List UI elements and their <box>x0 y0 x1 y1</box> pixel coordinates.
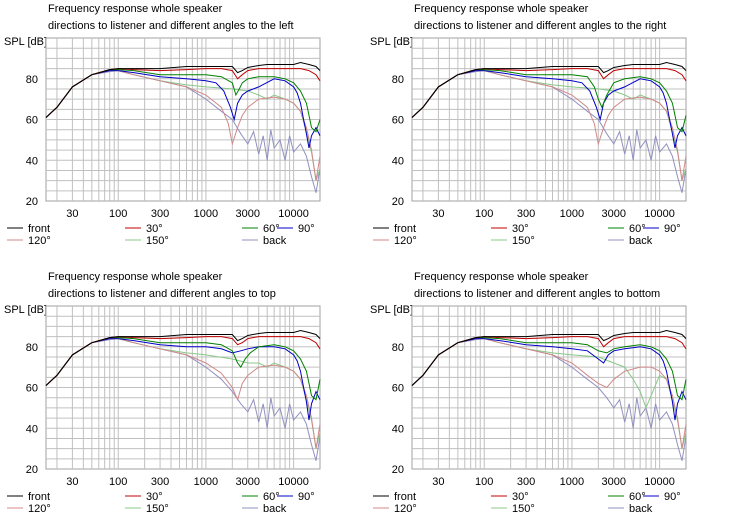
x-tick-label: 30 <box>432 208 444 220</box>
y-tick-label: 60 <box>26 383 38 395</box>
y-tick-label: 40 <box>26 423 38 435</box>
chart-panel-top: Frequency response whole speaker directi… <box>0 268 366 530</box>
chart-plot: 20 40 60 80 30 100 300 1000 3000 10000 front 30° 60°… <box>7 37 321 247</box>
chart-subtitle: directions to listener and different ang… <box>48 288 276 300</box>
chart-panel-right: Frequency response whole speaker directi… <box>366 0 731 262</box>
legend-label-30-deg: 30° <box>512 223 529 235</box>
legend-label-150-deg: 150° <box>512 235 535 247</box>
x-tick-label: 1000 <box>560 208 584 220</box>
series-line-front <box>45 329 321 386</box>
series-line-90-deg <box>411 338 687 421</box>
x-tick-label: 100 <box>475 476 493 488</box>
legend-label-120-deg: 120° <box>28 503 51 515</box>
y-tick-label: 40 <box>392 155 404 167</box>
chart-plot: 20 40 60 80 30 100 300 1000 3000 10000 front 30° 60°… <box>373 37 687 247</box>
chart-title: Frequency response whole speaker <box>48 3 223 15</box>
y-tick-label: 20 <box>392 196 404 208</box>
chart-subtitle: directions to listener and different ang… <box>414 288 661 300</box>
y-tick-label: 20 <box>26 464 38 476</box>
legend-label-90-deg: 90° <box>664 223 681 235</box>
chart-panel-bottom: Frequency response whole speaker directi… <box>366 268 731 530</box>
x-tick-label: 300 <box>151 476 169 488</box>
y-tick-label: 60 <box>392 383 404 395</box>
x-tick-label: 1000 <box>560 476 584 488</box>
y-tick-label: 20 <box>26 196 38 208</box>
x-tick-label: 300 <box>151 208 169 220</box>
x-tick-label: 100 <box>475 208 493 220</box>
series-line-front <box>45 61 321 118</box>
x-tick-label: 3000 <box>602 208 626 220</box>
x-tick-label: 10000 <box>278 208 309 220</box>
legend-label-150-deg: 150° <box>512 503 535 515</box>
legend-label-60-deg: 60° <box>629 491 646 503</box>
x-tick-label: 10000 <box>278 476 309 488</box>
chart-title: Frequency response whole speaker <box>414 3 589 15</box>
series-line-90-deg <box>45 338 321 421</box>
y-axis-label: SPL [dB] <box>370 36 414 48</box>
x-tick-label: 100 <box>109 476 127 488</box>
y-axis-label: SPL [dB] <box>370 304 414 316</box>
series-line-front <box>411 61 687 118</box>
y-tick-label: 60 <box>26 115 38 127</box>
y-tick-label: 60 <box>392 115 404 127</box>
legend-label-90-deg: 90° <box>298 491 315 503</box>
chart-subtitle: directions to listener and different ang… <box>48 20 294 32</box>
legend-label-120-deg: 120° <box>394 235 417 247</box>
chart-plot: 20 40 60 80 30 100 300 1000 3000 10000 front 30° 60°… <box>7 305 321 515</box>
x-tick-label: 30 <box>66 208 78 220</box>
x-tick-label: 3000 <box>236 476 260 488</box>
x-tick-label: 100 <box>109 208 127 220</box>
legend-label-front: front <box>28 491 50 503</box>
x-tick-label: 300 <box>517 208 535 220</box>
legend-label-back: back <box>263 235 287 247</box>
legend-label-120-deg: 120° <box>28 235 51 247</box>
x-tick-label: 10000 <box>644 476 675 488</box>
legend-label-back: back <box>263 503 287 515</box>
y-tick-label: 40 <box>26 155 38 167</box>
legend-label-30-deg: 30° <box>146 223 163 235</box>
legend-label-front: front <box>28 223 50 235</box>
legend-label-front: front <box>394 491 416 503</box>
legend-label-60-deg: 60° <box>629 223 646 235</box>
y-axis-label: SPL [dB] <box>4 304 48 316</box>
y-tick-label: 80 <box>26 74 38 86</box>
x-tick-label: 3000 <box>236 208 260 220</box>
y-axis-label: SPL [dB] <box>4 36 48 48</box>
series-line-front <box>411 329 687 386</box>
chart-title: Frequency response whole speaker <box>414 271 589 283</box>
legend-label-90-deg: 90° <box>664 491 681 503</box>
chart-title: Frequency response whole speaker <box>48 271 223 283</box>
legend-label-90-deg: 90° <box>298 223 315 235</box>
y-tick-label: 20 <box>392 464 404 476</box>
series-line-90-deg <box>45 70 321 149</box>
y-tick-label: 80 <box>26 342 38 354</box>
legend-label-150-deg: 150° <box>146 503 169 515</box>
x-tick-label: 30 <box>66 476 78 488</box>
legend-label-30-deg: 30° <box>146 491 163 503</box>
x-tick-label: 1000 <box>194 208 218 220</box>
legend-label-60-deg: 60° <box>263 491 280 503</box>
legend-label-back: back <box>629 503 653 515</box>
y-tick-label: 80 <box>392 342 404 354</box>
legend-label-30-deg: 30° <box>512 491 529 503</box>
chart-plot: 20 40 60 80 30 100 300 1000 3000 10000 front 30° 60°… <box>373 305 687 515</box>
x-tick-label: 300 <box>517 476 535 488</box>
legend-label-front: front <box>394 223 416 235</box>
x-tick-label: 1000 <box>194 476 218 488</box>
x-tick-label: 3000 <box>602 476 626 488</box>
y-tick-label: 40 <box>392 423 404 435</box>
x-tick-label: 10000 <box>644 208 675 220</box>
legend-label-150-deg: 150° <box>146 235 169 247</box>
x-tick-label: 30 <box>432 476 444 488</box>
y-tick-label: 80 <box>392 74 404 86</box>
legend-label-60-deg: 60° <box>263 223 280 235</box>
legend-label-120-deg: 120° <box>394 503 417 515</box>
chart-panel-left: Frequency response whole speaker directi… <box>0 0 366 262</box>
legend-label-back: back <box>629 235 653 247</box>
chart-subtitle: directions to listener and different ang… <box>414 20 667 32</box>
